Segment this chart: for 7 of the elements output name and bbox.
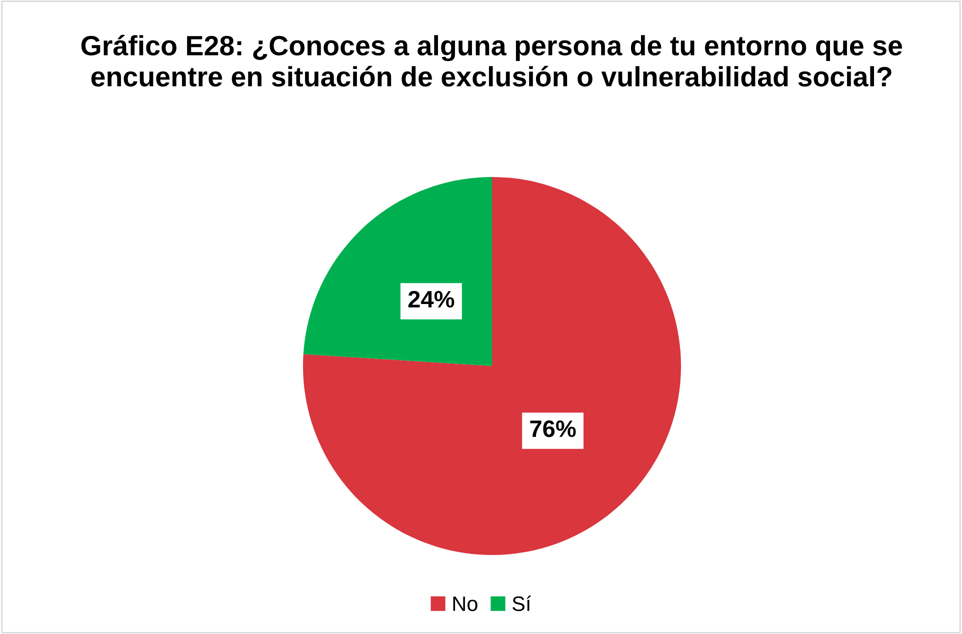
data-label: 24% <box>408 290 454 308</box>
legend-label: No <box>453 596 478 612</box>
pie-slice <box>303 177 681 555</box>
pie-slice <box>303 177 492 366</box>
data-label: 76% <box>530 420 576 438</box>
legend-label: Sí <box>512 596 532 612</box>
chart-title: Gráfico E28: ¿Conoces a alguna persona de tu entorno que se encuentre en situación de exclusión o vulnerabilidad social? <box>81 34 902 87</box>
